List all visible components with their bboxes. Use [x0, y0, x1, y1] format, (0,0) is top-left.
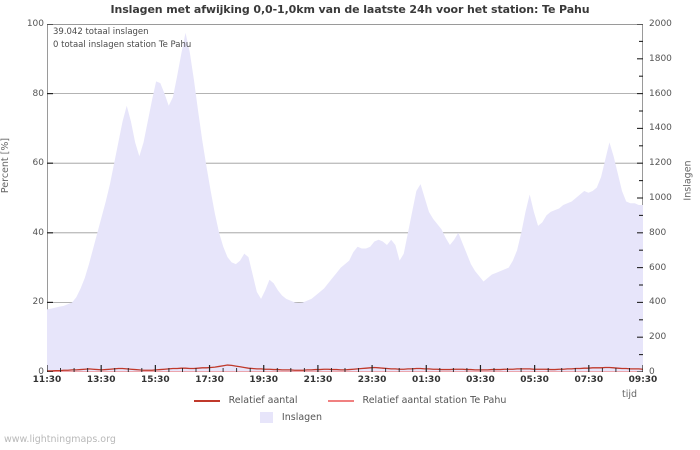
legend-line-swatch-icon	[327, 399, 354, 402]
legend-item-label: Relatief aantal	[228, 395, 298, 406]
y-tick-label-right: 800	[649, 227, 667, 238]
legend-item-label: Inslagen	[281, 412, 323, 423]
x-tick-label: 13:30	[86, 375, 116, 385]
x-tick-label: 15:30	[141, 375, 170, 385]
y-tick-label-right: 1000	[649, 193, 672, 203]
y-tick-label-right: 400	[649, 297, 667, 308]
y-tick-label-left: 40	[32, 227, 44, 238]
y-tick-label-right: 1600	[649, 88, 672, 99]
y-tick-label-right: 600	[649, 262, 667, 273]
legend-box-swatch-icon	[259, 412, 273, 423]
y-tick-label-left: 100	[26, 19, 44, 29]
legend-item[interactable]: Relatief aantal	[193, 395, 298, 406]
x-tick-label: 09:30	[628, 375, 658, 385]
legend-item[interactable]: Inslagen	[259, 412, 323, 423]
legend-line-swatch-icon	[193, 399, 220, 402]
y-axis-right-ticks: 0 200 400 600 800 1000 1200 1400 1600 1800 2000	[649, 0, 693, 450]
annotation-total-strikes: 39.042 totaal inslagen	[53, 27, 149, 37]
y-axis-left-ticks: 0 20 40 60 80 100	[8, 0, 44, 450]
x-tick-label: 07:30	[574, 375, 604, 385]
y-tick-label-right: 2000	[649, 19, 672, 29]
y-tick-label-left: 20	[32, 297, 44, 308]
y-tick-label-right: 1200	[649, 158, 672, 169]
legend-item[interactable]: Relatief aantal station Te Pahu	[327, 395, 507, 406]
y-tick-label-right: 1400	[649, 123, 672, 134]
area-series-inslagen	[47, 32, 643, 372]
y-tick-label-right: 200	[649, 332, 667, 343]
watermark: www.lightningmaps.org	[4, 434, 116, 445]
y-tick-label-left: 80	[32, 88, 44, 99]
x-tick-label: 03:30	[466, 375, 495, 385]
y-tick-label-left: 0	[38, 367, 44, 377]
y-tick-label-right: 0	[649, 367, 655, 377]
x-tick-label: 01:30	[411, 375, 441, 385]
legend-item-label: Relatief aantal station Te Pahu	[362, 395, 507, 406]
x-axis-title: tijd	[622, 389, 638, 400]
x-tick-label: 05:30	[520, 375, 549, 385]
x-tick-label: 19:30	[249, 375, 279, 385]
x-tick-label: 23:30	[357, 375, 387, 385]
chart-title: Inslagen met afwijking 0,0-1,0km van de …	[110, 3, 590, 16]
y-tick-label-left: 60	[32, 158, 44, 169]
x-tick-label: 17:30	[195, 375, 224, 385]
y-axis-left-title: Percent [%]	[0, 137, 12, 194]
x-tick-label: 11:30	[32, 375, 62, 385]
y-tick-label-right: 1800	[649, 53, 672, 64]
x-tick-label: 21:30	[303, 375, 333, 385]
plot-area	[47, 24, 643, 372]
chart-legend: Relatief aantal Relatief aantal station T…	[0, 392, 700, 426]
annotation-station-strikes: 0 totaal inslagen station Te Pahu	[53, 40, 192, 50]
y-axis-right-title: Inslagen	[682, 160, 694, 201]
